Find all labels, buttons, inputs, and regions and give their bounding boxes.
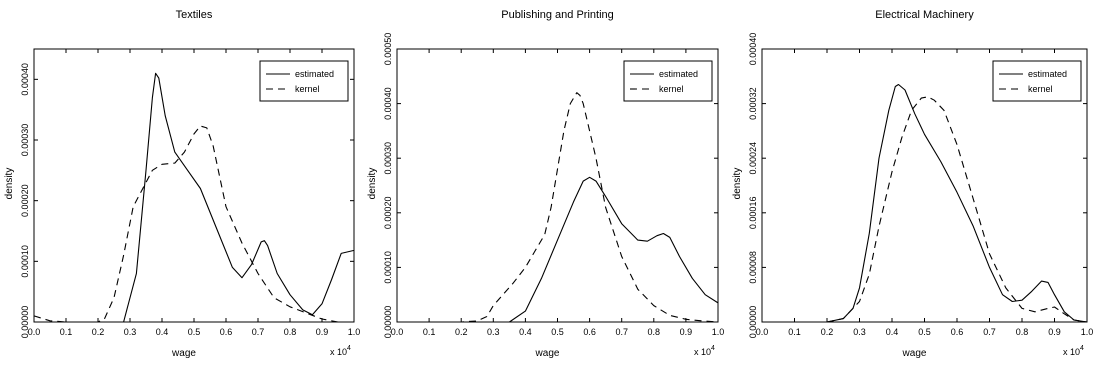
chart-title: Publishing and Printing: [501, 9, 614, 21]
legend-box: [259, 60, 349, 102]
legend-box: [623, 60, 713, 102]
series-line-kernel: [33, 125, 354, 323]
y-axis-label: density: [4, 168, 15, 200]
y-axis-label: density: [367, 168, 378, 200]
chart-panel-2: Publishing and Printing 0.0 0.1 0.2 0.3 0.4 0.…: [367, 9, 724, 359]
y-tick-label: 0.00000: [383, 306, 393, 339]
x-tick-label: 0.4: [156, 327, 169, 337]
y-tick-label: 0.00040: [383, 87, 393, 120]
x-tick-label: 0.9: [316, 327, 329, 337]
x-tick-label: 0.4: [886, 327, 899, 337]
x-tick-label: 0.8: [648, 327, 661, 337]
y-tick-label: 0.00010: [383, 251, 393, 284]
series-line-estimated: [123, 72, 355, 323]
x-tick-label: 0.6: [951, 327, 964, 337]
y-tick-label: 0.00040: [20, 63, 30, 96]
x-tick-label: 0.5: [188, 327, 201, 337]
x-tick-label: 0.6: [583, 327, 596, 337]
chart-panel-3: Electrical Machinery 0.0 0.1 0.2 0.3 0.4 0.5 0.…: [732, 9, 1093, 359]
legend-label: kernel: [1028, 84, 1053, 94]
y-tick-label: 0.00030: [20, 124, 30, 157]
x-tick-label: 0.9: [1048, 327, 1061, 337]
x-tick-label: 0.5: [551, 327, 564, 337]
y-tick-label: 0.00016: [748, 197, 758, 230]
x-tick-label: 0.3: [853, 327, 866, 337]
y-tick-label: 0.00020: [383, 197, 393, 230]
legend-label: kernel: [659, 84, 684, 94]
x-tick-label: 0.2: [821, 327, 834, 337]
x-tick-label: 0.5: [918, 327, 931, 337]
y-tick-label: 0.00024: [748, 142, 758, 175]
x-tick-label: 0.7: [983, 327, 996, 337]
x-tick-label: 0.2: [455, 327, 468, 337]
x-tick-label: 0.1: [423, 327, 436, 337]
x-tick-label: 1.0: [348, 327, 361, 337]
legend-box: [992, 60, 1082, 102]
x-tick-label: 1.0: [712, 327, 725, 337]
y-tick-label: 0.00040: [748, 33, 758, 66]
y-tick-label: 0.00000: [748, 306, 758, 339]
x-multiplier: x 104: [1063, 345, 1084, 357]
series-line-kernel: [826, 96, 1088, 323]
y-tick-label: 0.00032: [748, 87, 758, 120]
legend-label: estimated: [295, 69, 334, 79]
y-tick-label: 0.00000: [20, 306, 30, 339]
y-tick-label: 0.00020: [20, 184, 30, 217]
legend-label: kernel: [295, 84, 320, 94]
y-tick-label: 0.00030: [383, 142, 393, 175]
x-tick-label: 0.3: [124, 327, 137, 337]
x-tick-label: 0.8: [284, 327, 297, 337]
y-tick-label: 0.00050: [383, 33, 393, 66]
x-tick-label: 0.6: [220, 327, 233, 337]
x-tick-label: 0.3: [487, 327, 500, 337]
chart-panel-1: Textiles 0.0 0.1 0.2 0.3 0.4 0.5 0.6 0.7 0.8 0.9 1.…: [4, 9, 360, 359]
x-tick-label: 0.4: [519, 327, 532, 337]
y-tick-label: 0.00008: [748, 251, 758, 284]
x-axis-label: wage: [171, 348, 196, 359]
x-tick-label: 0.0: [391, 327, 404, 337]
y-axis-label: density: [732, 168, 743, 200]
x-tick-label: 0.7: [252, 327, 265, 337]
x-axis-label: wage: [902, 348, 927, 359]
series-line-kernel: [397, 92, 719, 323]
x-multiplier: x 104: [694, 345, 715, 357]
chart-title: Textiles: [176, 9, 213, 21]
x-tick-label: 0.1: [788, 327, 801, 337]
x-tick-label: 0.2: [92, 327, 105, 337]
x-tick-label: 0.8: [1016, 327, 1029, 337]
x-tick-label: 0.0: [28, 327, 41, 337]
series-line-estimated: [509, 176, 719, 323]
y-tick-label: 0.00010: [20, 245, 30, 278]
legend-label: estimated: [1028, 69, 1067, 79]
x-tick-label: 0.1: [60, 327, 73, 337]
x-tick-label: 0.9: [680, 327, 693, 337]
x-tick-label: 1.0: [1081, 327, 1093, 337]
x-tick-label: 0.7: [615, 327, 628, 337]
x-multiplier: x 104: [330, 345, 351, 357]
legend-label: estimated: [659, 69, 698, 79]
chart-title: Electrical Machinery: [875, 9, 974, 21]
x-tick-label: 0.0: [756, 327, 769, 337]
x-axis-label: wage: [535, 348, 560, 359]
series-line-estimated: [826, 83, 1088, 323]
